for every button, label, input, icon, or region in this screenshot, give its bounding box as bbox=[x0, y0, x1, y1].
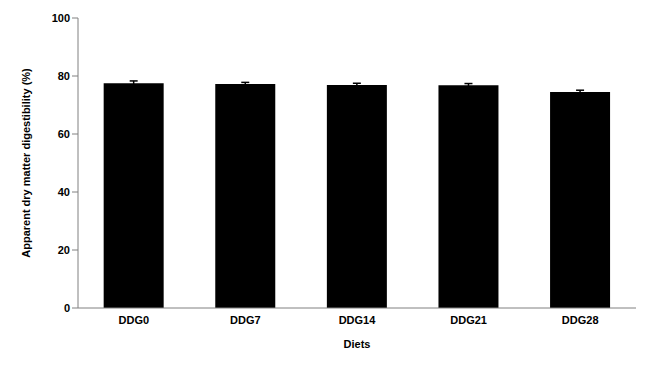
svg-text:DDG28: DDG28 bbox=[562, 314, 599, 326]
svg-text:20: 20 bbox=[58, 244, 70, 256]
svg-text:Diets: Diets bbox=[344, 338, 371, 350]
svg-text:DDG7: DDG7 bbox=[230, 314, 261, 326]
svg-text:DDG0: DDG0 bbox=[119, 314, 150, 326]
svg-text:60: 60 bbox=[58, 128, 70, 140]
svg-text:80: 80 bbox=[58, 70, 70, 82]
svg-text:0: 0 bbox=[64, 302, 70, 314]
svg-text:40: 40 bbox=[58, 186, 70, 198]
svg-text:DDG21: DDG21 bbox=[450, 314, 487, 326]
svg-text:Apparent dry matter digestibil: Apparent dry matter digestibility (%) bbox=[20, 68, 32, 258]
svg-text:100: 100 bbox=[52, 12, 70, 24]
svg-text:DDG14: DDG14 bbox=[339, 314, 377, 326]
